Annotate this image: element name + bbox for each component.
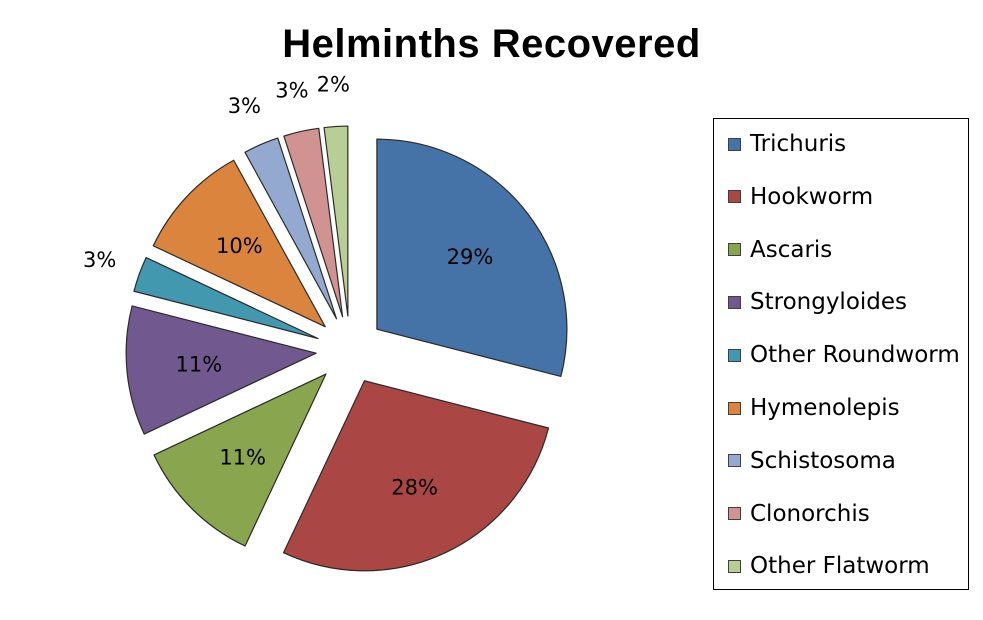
pie-slice-other-roundworm xyxy=(133,256,319,340)
legend-item-clonorchis: Clonorchis xyxy=(728,499,870,529)
legend-swatch xyxy=(728,559,741,573)
legend-label: Strongyloides xyxy=(750,289,908,316)
legend-swatch xyxy=(728,295,741,309)
pie-slice-hookworm xyxy=(282,380,550,572)
legend-item-schistosoma: Schistosoma xyxy=(728,446,896,476)
legend-swatch xyxy=(728,454,741,468)
legend-label: Schistosoma xyxy=(750,447,896,474)
legend-item-trichuris: Trichuris xyxy=(728,129,846,159)
chart-title: Helminths Recovered xyxy=(282,22,701,66)
legend-swatch xyxy=(728,507,741,521)
chart-legend: Trichuris Hookworm Ascaris Strongyloides Oth… xyxy=(713,118,969,590)
pie-slice-trichuris xyxy=(376,138,568,378)
legend-label: Other Flatworm xyxy=(750,553,930,580)
data-label-hookworm: 28% xyxy=(391,475,438,499)
legend-label: Clonorchis xyxy=(750,500,870,527)
pie-slice-clonorchis xyxy=(283,127,344,318)
data-label-other-roundworm: 3% xyxy=(83,248,116,272)
data-label-ascaris: 11% xyxy=(219,445,266,469)
data-label-schistosoma: 3% xyxy=(228,94,261,118)
pie-slice-strongyloides xyxy=(125,305,317,435)
pie-slice-other-flatworm xyxy=(323,125,349,317)
data-label-trichuris: 29% xyxy=(447,245,494,269)
legend-item-strongyloides: Strongyloides xyxy=(728,287,907,317)
legend-label: Hookworm xyxy=(750,183,874,210)
legend-item-other-flatworm: Other Flatworm xyxy=(728,551,930,581)
legend-label: Trichuris xyxy=(750,131,847,157)
pie-slice-hymenolepis xyxy=(152,159,326,328)
legend-swatch xyxy=(728,243,741,257)
legend-label: Hymenolepis xyxy=(750,395,900,421)
data-label-strongyloides: 11% xyxy=(176,352,223,376)
legend-item-hymenolepis: Hymenolepis xyxy=(728,393,900,423)
legend-item-hookworm: Hookworm xyxy=(728,182,873,212)
legend-swatch xyxy=(728,137,741,151)
legend-label: Other Roundworm xyxy=(750,342,960,369)
data-label-hymenolepis: 10% xyxy=(216,234,263,258)
legend-swatch xyxy=(728,348,741,362)
data-label-clonorchis: 3% xyxy=(275,78,308,102)
legend-swatch xyxy=(728,190,741,204)
data-label-other-flatworm: 2% xyxy=(317,73,350,97)
pie-slice-ascaris xyxy=(153,373,327,547)
pie-slice-schistosoma xyxy=(244,137,338,320)
legend-item-ascaris: Ascaris xyxy=(728,235,832,265)
legend-item-other-roundworm: Other Roundworm xyxy=(728,340,960,370)
legend-label: Ascaris xyxy=(750,236,833,263)
legend-swatch xyxy=(728,401,741,415)
